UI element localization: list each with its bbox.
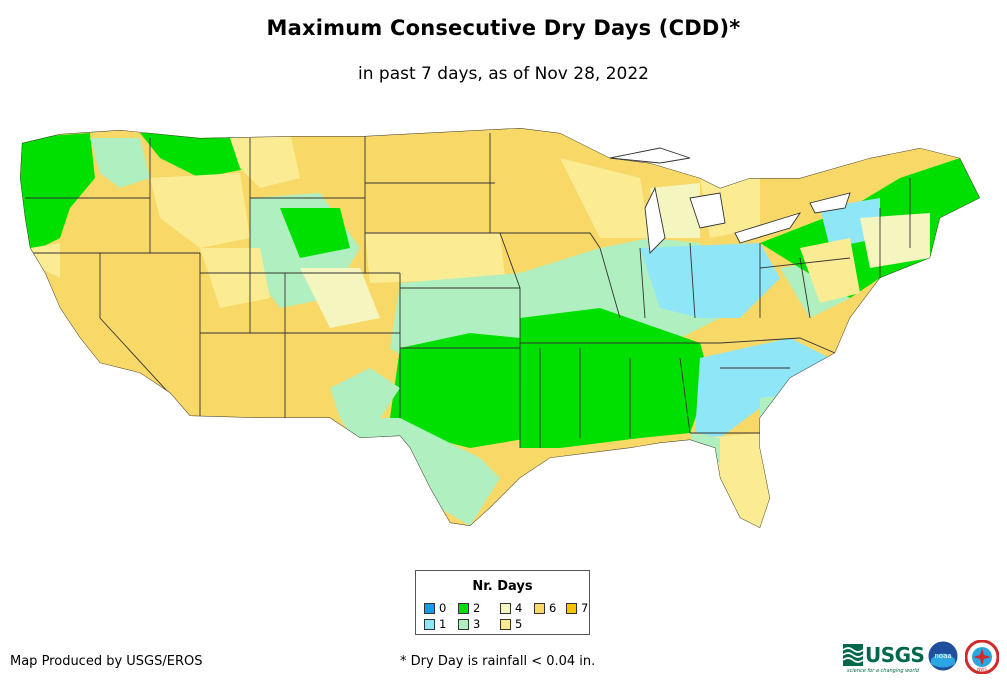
legend-item-6: 6 bbox=[534, 601, 556, 615]
legend-label-5: 5 bbox=[515, 617, 523, 631]
legend-label-4: 4 bbox=[515, 601, 523, 615]
usgs-wordmark: USGS bbox=[865, 643, 925, 667]
legend-label-6: 6 bbox=[549, 601, 557, 615]
legend-swatch-4 bbox=[500, 602, 511, 614]
noaa-text: noaa bbox=[934, 652, 951, 660]
legend-grid: 0 1 2 3 4 5 6 7 bbox=[424, 601, 589, 633]
legend-item-0: 0 bbox=[424, 601, 446, 615]
map-subtitle: in past 7 days, as of Nov 28, 2022 bbox=[358, 64, 649, 84]
map-credit: Map Produced by USGS/EROS bbox=[10, 654, 203, 669]
legend-title: Nr. Days bbox=[472, 579, 533, 594]
legend-swatch-6 bbox=[534, 602, 545, 614]
legend-swatch-0 bbox=[424, 602, 435, 614]
usgs-wave-icon bbox=[843, 644, 863, 666]
legend-label-2: 2 bbox=[473, 601, 481, 615]
nws-text: NWS bbox=[977, 667, 987, 672]
legend-label-1: 1 bbox=[439, 617, 447, 631]
legend-swatch-2 bbox=[458, 602, 469, 614]
map-title: Maximum Consecutive Dry Days (CDD)* bbox=[266, 16, 741, 40]
legend: Nr. Days 0 1 2 3 4 5 6 bbox=[415, 570, 590, 635]
agency-logos: USGS science for a changing world noaa N… bbox=[843, 640, 1003, 680]
legend-swatch-5 bbox=[500, 618, 511, 630]
legend-swatch-7 bbox=[566, 602, 577, 614]
usgs-logo: USGS bbox=[843, 642, 925, 668]
usgs-tagline: science for a changing world bbox=[847, 668, 919, 674]
legend-label-3: 3 bbox=[473, 617, 481, 631]
legend-item-2: 2 bbox=[458, 601, 480, 615]
legend-swatch-1 bbox=[424, 618, 435, 630]
legend-item-3: 3 bbox=[458, 617, 480, 631]
legend-item-4: 4 bbox=[500, 601, 522, 615]
nws-logo-icon: NWS bbox=[965, 640, 999, 674]
legend-item-7: 7 bbox=[566, 601, 588, 615]
legend-item-1: 1 bbox=[424, 617, 446, 631]
us-cdd-map bbox=[20, 128, 980, 528]
legend-swatch-3 bbox=[458, 618, 469, 630]
noaa-logo-icon: noaa bbox=[927, 640, 959, 672]
legend-label-7: 7 bbox=[581, 601, 589, 615]
legend-item-5: 5 bbox=[500, 617, 522, 631]
legend-label-0: 0 bbox=[439, 601, 447, 615]
footnote: * Dry Day is rainfall < 0.04 in. bbox=[400, 654, 596, 669]
